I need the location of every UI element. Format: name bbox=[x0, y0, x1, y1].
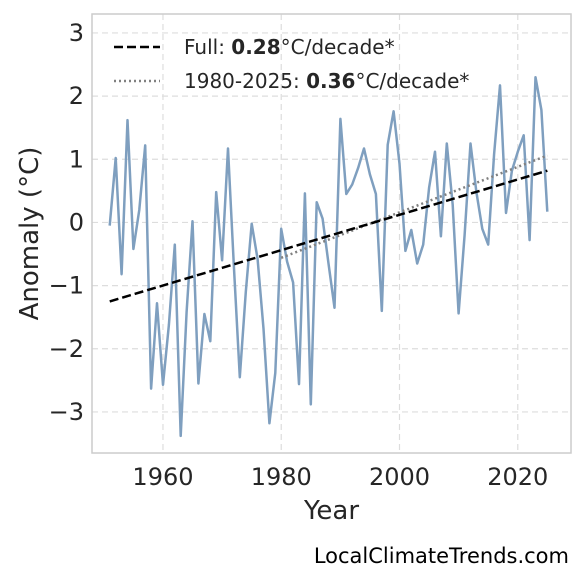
y-tick-label: −1 bbox=[49, 272, 84, 300]
anomaly-series-line bbox=[108, 75, 549, 438]
legend-recent-rate: 0.36 bbox=[306, 69, 355, 93]
legend-full-rate: 0.28 bbox=[231, 35, 280, 59]
x-tick-label: 2000 bbox=[369, 463, 430, 491]
y-tick-label: −3 bbox=[49, 398, 84, 426]
x-tick-label: 1980 bbox=[251, 463, 312, 491]
legend-full-suffix: °C/decade* bbox=[281, 35, 395, 59]
x-tick-label: 2020 bbox=[487, 463, 548, 491]
y-tick-label: 0 bbox=[69, 208, 84, 236]
x-tick-label: 1960 bbox=[132, 463, 193, 491]
x-axis-title: Year bbox=[303, 496, 359, 526]
source-credit: LocalClimateTrends.com bbox=[313, 544, 569, 568]
y-axis-title: Anomaly (°C) bbox=[15, 147, 45, 321]
series-layer bbox=[108, 75, 549, 438]
legend-label-full-trend: Full: 0.28°C/decade* bbox=[184, 35, 395, 59]
y-tick-label: 3 bbox=[69, 19, 84, 47]
legend-recent-suffix: °C/decade* bbox=[355, 69, 469, 93]
full-trend-line bbox=[109, 169, 548, 303]
trend-layer bbox=[109, 154, 548, 303]
plot-frame bbox=[91, 13, 572, 454]
y-tick-label: 1 bbox=[69, 145, 84, 173]
y-tick-label: −2 bbox=[49, 335, 84, 363]
legend-label-recent-trend: 1980-2025: 0.36°C/decade* bbox=[184, 69, 469, 93]
tick-labels: 1960 1980 2000 2020 −3 −2 −1 0 1 2 3 bbox=[49, 19, 549, 491]
legend-full-prefix: Full: bbox=[184, 35, 231, 59]
legend: Full: 0.28°C/decade* 1980-2025: 0.36°C/d… bbox=[114, 35, 469, 93]
y-tick-label: 2 bbox=[69, 82, 84, 110]
legend-recent-prefix: 1980-2025: bbox=[184, 69, 306, 93]
